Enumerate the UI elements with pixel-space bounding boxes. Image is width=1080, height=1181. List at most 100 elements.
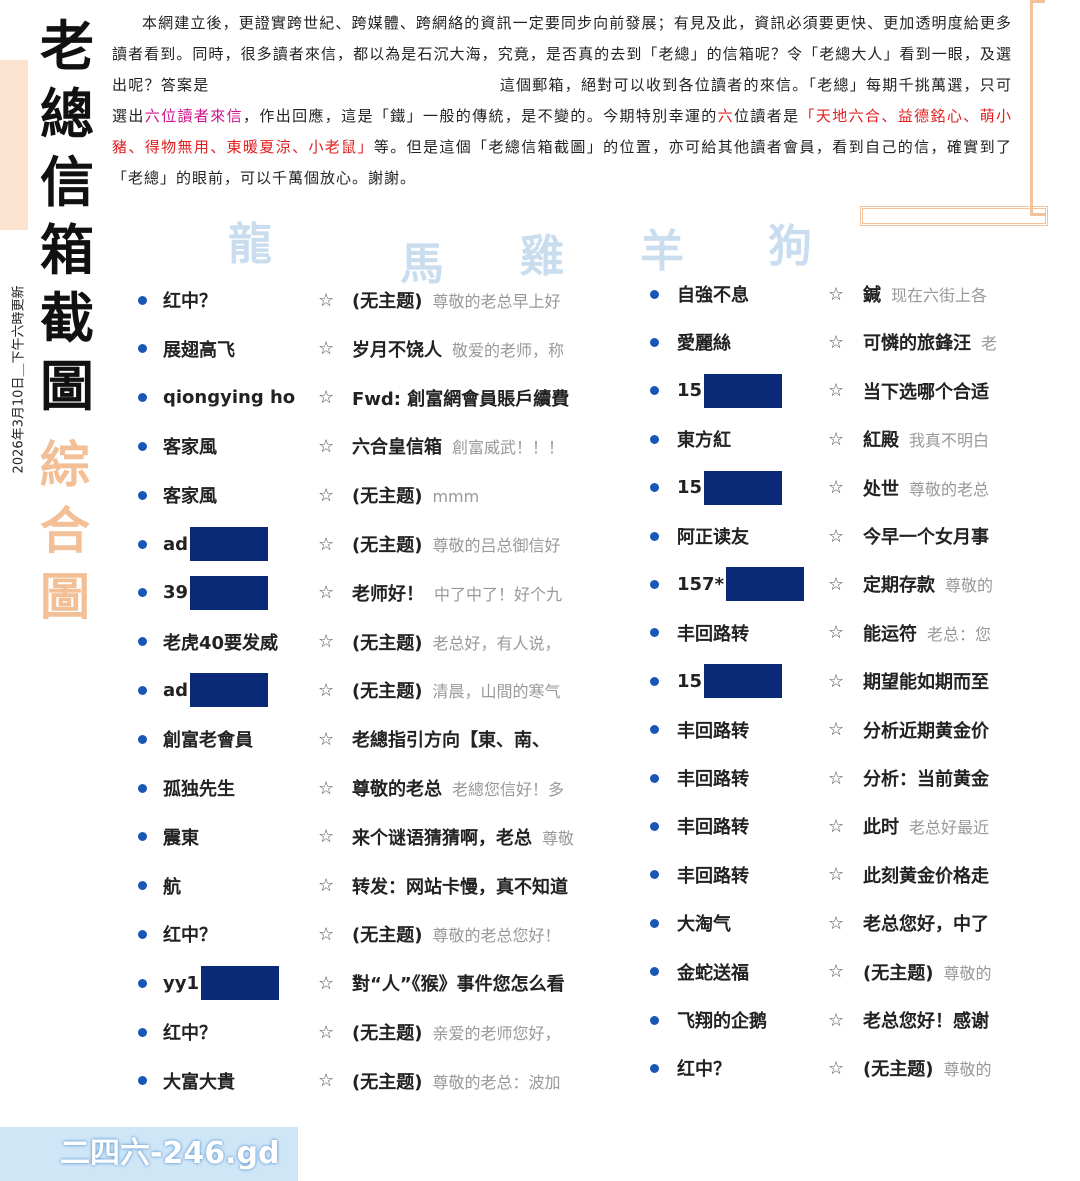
- subject-wrap: 老總指引方向【東、南、: [352, 726, 550, 752]
- preview: 现在六街上各: [891, 286, 988, 305]
- preview: 尊敬的老总：波加: [432, 1072, 561, 1092]
- inbox-left: 红中？ ☆ (无主题) 尊敬的老总早上好 展翅高飞 ☆ 岁月不饶人 敬爱的老师，称 qiongy…: [112, 268, 612, 1113]
- star: ☆: [318, 1070, 335, 1092]
- mail-row[interactable]: 红中？ ☆ (无主题) 尊敬的: [628, 1048, 1022, 1088]
- preview: 亲爱的老师您好，: [432, 1024, 561, 1043]
- intro-highlight: 六: [717, 107, 735, 125]
- subject-wrap: (无主题) 尊敬的: [863, 959, 991, 985]
- mail-row[interactable]: 大淘气 ☆ 老总您好，中了: [628, 903, 1022, 943]
- redaction: [190, 527, 269, 561]
- mail-row[interactable]: 航 ☆ 转发：网站卡慢，真不知道: [112, 866, 612, 906]
- bullet: [650, 821, 659, 831]
- sender: 客家風: [163, 437, 217, 459]
- subject-wrap: 鍼现在六街上各: [863, 281, 987, 307]
- mail-row[interactable]: qiongying ho ☆ Fwd: 創富網會員賬戶續費: [112, 378, 612, 418]
- sender: 老虎40要发威: [163, 632, 279, 654]
- preview: 敬爱的老师，称: [452, 340, 565, 360]
- subject-wrap: 定期存款 尊敬的: [863, 571, 993, 597]
- sender-wrap: 阿正读友: [677, 523, 749, 549]
- star: ☆: [828, 1057, 845, 1079]
- mail-row[interactable]: yy1 ☆ 對“人”《猴》事件您怎么看: [112, 963, 612, 1003]
- sender-wrap: 15: [677, 373, 783, 408]
- subject-wrap: 可憐的旅鋒汪老: [863, 329, 997, 355]
- star: ☆: [318, 875, 335, 897]
- sender-wrap: 金蛇送福: [677, 959, 749, 985]
- bullet: [650, 918, 659, 928]
- mail-row[interactable]: 丰回路转 ☆ 此刻黄金价格走: [628, 855, 1022, 895]
- subtitle: 綜合圖: [40, 435, 90, 626]
- sender: 157*: [677, 573, 724, 595]
- mail-row[interactable]: 丰回路转 ☆ 能运符 老总：您: [628, 613, 1022, 653]
- mail-row[interactable]: ad ☆ (无主题) 尊敬的吕总御信好: [112, 524, 612, 564]
- subject-wrap: Fwd: 創富網會員賬戶續費: [352, 385, 569, 411]
- sender: 客家風: [163, 486, 217, 508]
- sender-wrap: 震東: [163, 824, 199, 850]
- sender: 展翅高飞: [163, 339, 235, 361]
- subject: 期望能如期而至: [863, 672, 989, 694]
- bullet: [650, 579, 659, 589]
- star: ☆: [318, 679, 335, 701]
- preview: 老总好，有人说，: [432, 633, 561, 653]
- mail-row[interactable]: 東方紅 ☆ 紅殿 我真不明白: [628, 419, 1022, 459]
- mail-row[interactable]: 39 ☆ 老师好！ 中了中了！好个九: [112, 573, 612, 613]
- sender-wrap: 丰回路转: [677, 813, 749, 839]
- sender-wrap: 15: [677, 470, 783, 505]
- sender-wrap: 展翅高飞: [163, 336, 235, 362]
- sender: 自強不息: [677, 285, 749, 306]
- sender-wrap: 15: [677, 664, 783, 699]
- mail-row[interactable]: 客家風 ☆ 六合皇信箱 創富威武！！！: [112, 426, 612, 466]
- subject-wrap: 此刻黄金价格走: [863, 862, 989, 888]
- mail-row[interactable]: 老虎40要发威 ☆ (无主题) 老总好，有人说，: [112, 622, 612, 662]
- mail-row[interactable]: 展翅高飞 ☆ 岁月不饶人 敬爱的老师，称: [112, 329, 612, 369]
- star: ☆: [828, 719, 845, 741]
- subject-wrap: 能运符 老总：您: [863, 620, 991, 646]
- intro-text: ，作出回應，這是「鐵」一般的傳統，是不變的。今期特別幸運的: [242, 107, 718, 125]
- sender-wrap: 愛麗絲: [677, 329, 731, 355]
- intro: 本網建立後，更證實跨世紀、跨媒體、跨網絡的資訊一定要同步向前發展；有見及此，資訊…: [112, 8, 1012, 194]
- watermark-char: 狗: [768, 221, 812, 272]
- mail-row[interactable]: 丰回路转 ☆ 此时 老总好最近: [628, 806, 1022, 846]
- mail-row[interactable]: 红中？ ☆ (无主题) 尊敬的老总早上好: [112, 280, 612, 320]
- bullet: [138, 344, 147, 354]
- subject-wrap: 分析：当前黄金: [863, 765, 989, 791]
- mail-row[interactable]: 震東 ☆ 来个谜语猜猜啊，老总 尊敬: [112, 817, 612, 857]
- sender: 红中？: [163, 1023, 217, 1044]
- sender-wrap: ad: [163, 673, 269, 708]
- mail-row[interactable]: 红中？ ☆ (无主题) 亲爱的老师您好，: [112, 1012, 612, 1052]
- subject: 此时: [863, 817, 899, 839]
- mail-row[interactable]: 15 ☆ 处世 尊敬的老总: [628, 468, 1022, 508]
- subject-wrap: (无主题) 尊敬的老总早上好: [352, 287, 560, 313]
- subject: 处世: [863, 478, 899, 500]
- mail-row[interactable]: 丰回路转 ☆ 分析近期黄金价: [628, 710, 1022, 750]
- mail-row[interactable]: 自強不息 ☆ 鍼现在六街上各: [628, 274, 1022, 314]
- star: ☆: [318, 387, 335, 409]
- mail-row[interactable]: 157* ☆ 定期存款 尊敬的: [628, 564, 1022, 604]
- mail-row[interactable]: 創富老會員 ☆ 老總指引方向【東、南、: [112, 719, 612, 759]
- mail-row[interactable]: 孤独先生 ☆ 尊敬的老总 老總您信好！多: [112, 768, 612, 808]
- sender: qiongying ho: [163, 387, 296, 409]
- redaction: [190, 673, 269, 708]
- mail-row[interactable]: 阿正读友 ☆ 今早一个女月事: [628, 516, 1022, 556]
- subject: 来个谜语猜猜啊，老总: [352, 827, 532, 849]
- mail-row[interactable]: 15 ☆ 当下选哪个合适: [628, 371, 1022, 411]
- mail-row[interactable]: 愛麗絲 ☆ 可憐的旅鋒汪老: [628, 322, 1022, 362]
- sender: 震東: [163, 827, 199, 849]
- sender-wrap: 丰回路转: [677, 765, 749, 791]
- subject-wrap: 老总您好！感谢: [863, 1007, 989, 1033]
- sender-wrap: 红中？: [163, 287, 217, 313]
- preview: 中了中了！好个九: [434, 584, 563, 604]
- mail-row[interactable]: ad ☆ (无主题) 清晨，山間的寒气: [112, 670, 612, 710]
- mail-row[interactable]: 客家風 ☆ (无主题) mmm: [112, 475, 612, 515]
- mail-row[interactable]: 飞翔的企鹅 ☆ 老总您好！感谢: [628, 1000, 1022, 1040]
- mail-row[interactable]: 丰回路转 ☆ 分析：当前黄金: [628, 758, 1022, 798]
- sender: yy1: [163, 972, 199, 994]
- mail-row[interactable]: 金蛇送福 ☆ (无主题) 尊敬的: [628, 952, 1022, 992]
- subject: 紅殿: [863, 430, 899, 452]
- subject-wrap: 转发：网站卡慢，真不知道: [352, 873, 568, 899]
- mail-row[interactable]: 红中？ ☆ (无主题) 尊敬的老总您好！: [112, 914, 612, 954]
- star: ☆: [828, 428, 845, 450]
- mail-row[interactable]: 15 ☆ 期望能如期而至: [628, 661, 1022, 701]
- subject: 老總指引方向【東、南、: [352, 730, 550, 752]
- sender: 红中？: [163, 925, 217, 947]
- mail-row[interactable]: 大富大貴 ☆ (无主题) 尊敬的老总：波加: [112, 1061, 612, 1101]
